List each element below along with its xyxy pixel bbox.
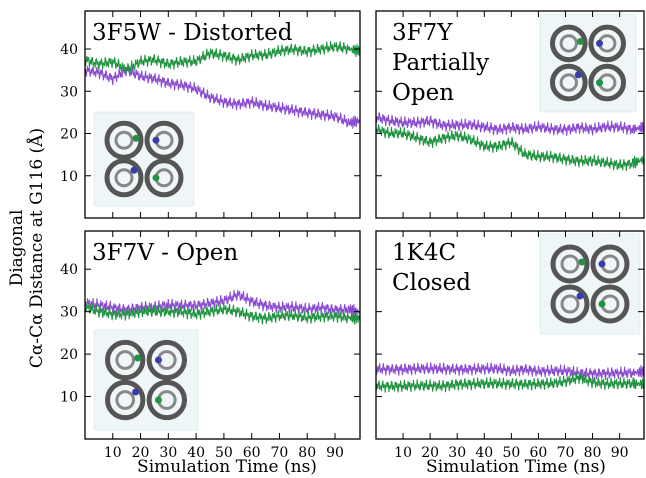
series-line-green xyxy=(375,124,645,171)
x-tick-label: 20 xyxy=(132,445,150,461)
x-tick-label: 30 xyxy=(448,445,466,461)
y-tick-label: 20 xyxy=(60,127,78,143)
y-axis-label-line2: Cα-Cα Distance at G116 (Å) xyxy=(26,128,47,368)
panel-label: 3F7V - Open xyxy=(92,240,238,266)
chart-panels: 10 20 30 40 3F5W - Distorted 3F7Y Partially Ope… xyxy=(60,10,645,461)
x-tick-label: 20 xyxy=(421,445,439,461)
panel-3: 10 20 30 40 50 60 70 80 90 10 20 30 40 3F7V - Open xyxy=(60,230,361,461)
series-line-green xyxy=(84,40,361,75)
panel-frame xyxy=(375,230,645,440)
x-tick-label: 10 xyxy=(104,445,122,461)
panel-frame xyxy=(84,10,361,219)
x-tick-label: 90 xyxy=(326,445,344,461)
x-axis-label-left: Simulation Time (ns) xyxy=(137,457,317,477)
x-tick-label: 50 xyxy=(502,445,520,461)
x-tick-label: 50 xyxy=(215,445,233,461)
y-tick-label: 40 xyxy=(60,262,78,278)
panel-2: 3F7Y Partially Open xyxy=(375,10,645,219)
y-tick-label: 10 xyxy=(60,390,78,406)
protein-structure-inset xyxy=(93,329,199,431)
panel-label: 3F7Y xyxy=(392,20,453,46)
panel-label: 1K4C xyxy=(392,240,456,266)
y-tick-label: 30 xyxy=(60,305,78,321)
panel-label: Closed xyxy=(392,270,471,296)
x-tick-label: 80 xyxy=(298,445,316,461)
x-tick-label: 80 xyxy=(584,445,602,461)
series-line-purple xyxy=(375,362,645,381)
x-tick-label: 10 xyxy=(394,445,412,461)
y-axis-label-line1: Diagonal xyxy=(7,210,27,287)
panel-label: Partially xyxy=(392,50,489,76)
y-tick-label: 10 xyxy=(60,169,78,185)
protein-structure-inset xyxy=(539,13,637,113)
panel-label: Open xyxy=(392,80,454,106)
x-tick-label: 60 xyxy=(530,445,548,461)
panel-frame xyxy=(84,230,361,440)
y-tick-label: 20 xyxy=(60,347,78,363)
series-line-purple xyxy=(84,64,361,129)
panel-frame xyxy=(375,10,645,219)
x-tick-label: 60 xyxy=(243,445,261,461)
x-tick-label: 40 xyxy=(475,445,493,461)
series-line-green xyxy=(375,372,645,393)
series-line-purple xyxy=(375,111,645,136)
panel-4: 10 20 30 40 50 60 70 80 90 1K4C Closed xyxy=(375,230,645,461)
x-tick-label: 70 xyxy=(271,445,289,461)
series-line-green xyxy=(84,302,361,325)
panel-1: 10 20 30 40 3F5W - Distorted xyxy=(60,10,361,219)
protein-structure-inset xyxy=(93,111,195,207)
protein-structure-inset xyxy=(539,233,641,335)
x-tick-label: 90 xyxy=(611,445,629,461)
y-tick-label: 30 xyxy=(60,84,78,100)
y-tick-label: 40 xyxy=(60,42,78,58)
x-tick-label: 70 xyxy=(557,445,575,461)
x-tick-label: 30 xyxy=(159,445,177,461)
panel-label: 3F5W - Distorted xyxy=(92,20,293,46)
x-tick-label: 40 xyxy=(187,445,205,461)
x-axis-label-right: Simulation Time (ns) xyxy=(426,457,606,477)
